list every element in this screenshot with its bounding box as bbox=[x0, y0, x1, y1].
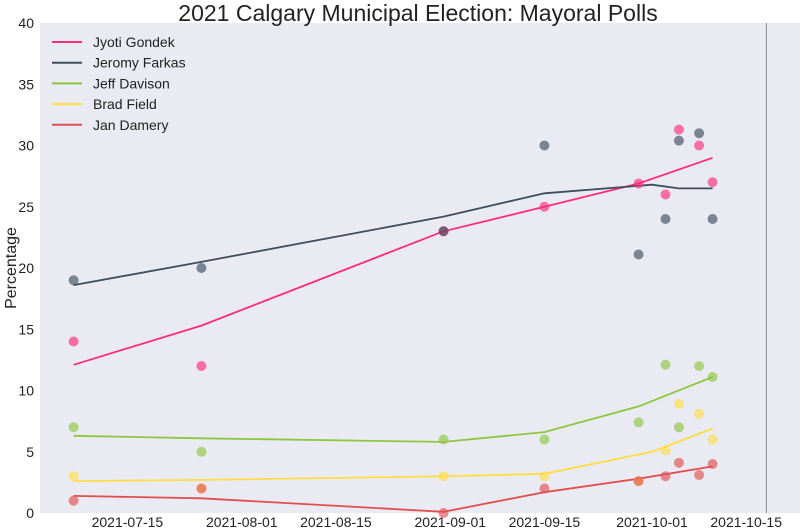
x-tick-label: 2021-08-01 bbox=[206, 514, 278, 530]
poll-point bbox=[539, 201, 550, 212]
poll-point bbox=[539, 471, 550, 482]
legend-label: Jeromy Farkas bbox=[93, 55, 186, 71]
poll-point bbox=[660, 471, 671, 482]
y-axis-label: Percentage bbox=[3, 227, 20, 309]
poll-point bbox=[633, 249, 644, 260]
poll-point bbox=[438, 471, 449, 482]
x-tick-label: 2021-07-15 bbox=[92, 514, 164, 530]
poll-point bbox=[694, 470, 705, 481]
poll-point bbox=[660, 359, 671, 370]
y-tick-label: 0 bbox=[26, 505, 34, 521]
poll-point bbox=[707, 214, 718, 224]
x-tick-label: 2021-10-15 bbox=[710, 514, 782, 530]
poll-point bbox=[196, 361, 207, 371]
legend-label: Jan Damery bbox=[93, 117, 168, 133]
poll-point bbox=[707, 372, 718, 383]
poll-point bbox=[539, 140, 550, 151]
legend-label: Jeff Davison bbox=[93, 75, 170, 91]
x-tick-label: 2021-08-15 bbox=[300, 514, 372, 530]
y-tick-label: 40 bbox=[18, 15, 34, 31]
y-tick-label: 35 bbox=[18, 76, 34, 92]
poll-point bbox=[438, 508, 449, 518]
poll-point bbox=[673, 422, 684, 433]
poll-point bbox=[673, 457, 684, 468]
poll-point bbox=[539, 434, 550, 445]
trend-line bbox=[73, 465, 713, 513]
poll-point bbox=[539, 483, 550, 494]
poll-point bbox=[68, 495, 79, 506]
poll-point bbox=[196, 483, 207, 494]
trend-line bbox=[73, 183, 713, 286]
poll-point bbox=[707, 434, 718, 445]
poll-point bbox=[438, 434, 449, 445]
poll-point bbox=[694, 408, 705, 419]
legend-label: Jyoti Gondek bbox=[93, 34, 176, 50]
y-tick-label: 30 bbox=[18, 138, 34, 154]
y-tick-label: 5 bbox=[26, 444, 34, 460]
y-tick-label: 15 bbox=[18, 321, 34, 337]
poll-point bbox=[673, 398, 684, 409]
poll-point bbox=[68, 336, 79, 347]
poll-point bbox=[673, 135, 684, 146]
poll-point bbox=[438, 226, 449, 237]
y-tick-label: 20 bbox=[18, 260, 34, 276]
trend-line bbox=[73, 376, 713, 443]
poll-point bbox=[707, 459, 718, 469]
poll-point bbox=[673, 124, 684, 135]
poll-point bbox=[68, 422, 79, 433]
x-tick-label: 2021-09-15 bbox=[509, 514, 581, 530]
poll-point bbox=[694, 361, 705, 371]
y-tick-label: 10 bbox=[18, 383, 34, 399]
poll-point bbox=[68, 275, 79, 286]
poll-point bbox=[633, 476, 644, 487]
legend: Jyoti Gondek Jeromy Farkas Jeff Davison Bra… bbox=[52, 34, 186, 133]
poll-point bbox=[660, 189, 671, 200]
poll-point bbox=[694, 128, 705, 139]
poll-point bbox=[660, 445, 671, 456]
poll-point bbox=[633, 417, 644, 428]
poll-point bbox=[196, 263, 207, 273]
x-tick-label: 2021-10-01 bbox=[616, 514, 688, 530]
y-tick-label: 25 bbox=[18, 199, 34, 215]
poll-point bbox=[707, 177, 718, 188]
x-tick-label: 2021-09-01 bbox=[414, 514, 486, 530]
poll-point bbox=[694, 140, 705, 151]
poll-point bbox=[660, 214, 671, 224]
legend-label: Brad Field bbox=[93, 96, 157, 112]
poll-point bbox=[633, 178, 644, 189]
poll-point bbox=[196, 446, 207, 457]
poll-point bbox=[68, 471, 79, 482]
trend-line bbox=[73, 156, 713, 366]
chart-title: 2021 Calgary Municipal Election: Mayoral… bbox=[178, 0, 657, 26]
